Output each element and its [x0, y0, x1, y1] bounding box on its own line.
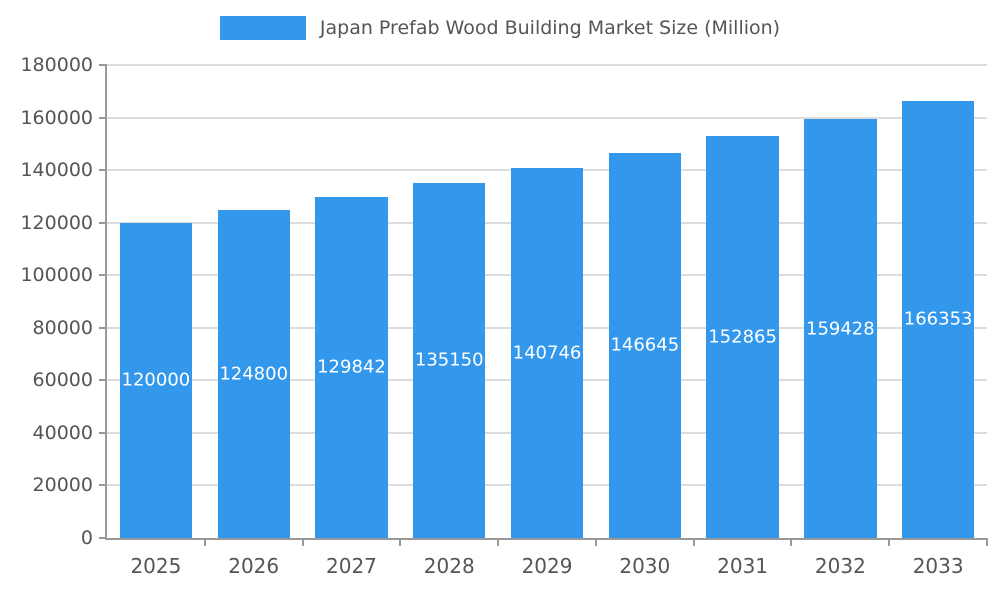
x-axis-tick-label: 2030	[619, 554, 671, 578]
plot-area: 0 20000 40000 60000 80000 100000 120000 140000 1…	[20, 54, 988, 578]
x-axis-tick-label: 2027	[326, 554, 377, 578]
x-axis-tick	[203, 538, 206, 546]
bar-slot: 140746	[498, 65, 596, 538]
y-axis-tick	[99, 537, 107, 539]
bar-slot: 166353	[889, 65, 987, 538]
x-axis-tick-label: 2026	[228, 554, 280, 578]
y-axis-tick	[99, 484, 107, 487]
bar-slot: 135150	[400, 65, 498, 538]
x-axis-tick-label: 2033	[912, 554, 964, 578]
y-axis-tick	[99, 431, 107, 434]
y-axis-tick	[99, 64, 107, 66]
bar-slot: 124800	[205, 65, 303, 538]
y-axis-tick	[99, 326, 107, 329]
x-axis-tick	[301, 538, 304, 546]
bar-slot: 152865	[694, 65, 792, 538]
x-axis-tick	[692, 538, 695, 546]
bar-value-label: 135150	[414, 349, 484, 371]
bar-value-label: 152865	[708, 326, 777, 348]
bar-slot: 120000	[107, 65, 205, 538]
y-axis-tick-label: 160000	[20, 106, 93, 129]
x-axis-tick-label: 2029	[521, 554, 573, 578]
x-axis-tick	[594, 538, 597, 546]
y-axis-tick-label: 40000	[32, 421, 93, 444]
bar-value-label: 124800	[219, 363, 289, 385]
y-axis-tick-label: 20000	[32, 474, 93, 497]
bar-value-label: 159428	[806, 318, 875, 340]
x-axis-tick-label: 2031	[717, 554, 769, 578]
bar-value-label: 166353	[903, 308, 973, 330]
bar-slot: 146645	[596, 65, 694, 538]
legend-swatch	[219, 16, 306, 40]
x-axis-tick	[888, 538, 891, 546]
bars-layer: 120000 124800 129842 135150 140746 146645 1528…	[107, 65, 987, 538]
y-axis-tick-label: 120000	[20, 211, 93, 234]
bar: 146645	[608, 152, 681, 538]
y-axis-tick	[99, 221, 107, 224]
y-axis-tick	[99, 274, 107, 277]
bar-slot: 129842	[303, 65, 401, 538]
bar: 152865	[706, 136, 779, 538]
y-axis-tick-label: 140000	[20, 159, 93, 182]
y-axis-tick	[99, 116, 107, 119]
bar: 166353	[901, 100, 975, 538]
bar-value-label: 146645	[610, 334, 680, 356]
y-axis-tick-label: 60000	[32, 369, 93, 392]
x-axis-tick-label: 2025	[130, 554, 182, 578]
y-axis-tick-label: 100000	[20, 264, 93, 287]
y-axis-tick	[99, 379, 107, 382]
bar-slot: 159428	[791, 65, 889, 538]
bar-value-label: 120000	[121, 369, 191, 391]
bar: 135150	[413, 182, 486, 538]
y-axis-tick-label: 0	[80, 527, 93, 549]
legend-label: Japan Prefab Wood Building Market Size (…	[319, 17, 781, 39]
x-axis-tick	[986, 538, 988, 546]
x-axis-tick-label: 2028	[423, 554, 475, 578]
bar: 120000	[119, 222, 193, 538]
y-axis-tick-label: 80000	[32, 316, 93, 339]
y-axis-tick-label: 180000	[20, 54, 93, 76]
bar: 129842	[315, 196, 388, 538]
x-axis-tick	[399, 538, 402, 546]
bar-value-label: 140746	[512, 342, 582, 364]
bar: 159428	[804, 119, 877, 538]
x-axis-tick	[790, 538, 793, 546]
bar: 140746	[510, 168, 584, 538]
y-axis-tick	[99, 169, 107, 172]
x-axis-tick	[497, 538, 500, 546]
bar: 124800	[217, 210, 290, 538]
x-axis-tick-label: 2032	[814, 554, 866, 578]
bar-value-label: 129842	[317, 356, 386, 378]
legend: Japan Prefab Wood Building Market Size (…	[0, 16, 1000, 40]
x-axis-labels: 2025 2026 2027 2028 2029 2030 2031 2032 2033	[107, 554, 987, 578]
